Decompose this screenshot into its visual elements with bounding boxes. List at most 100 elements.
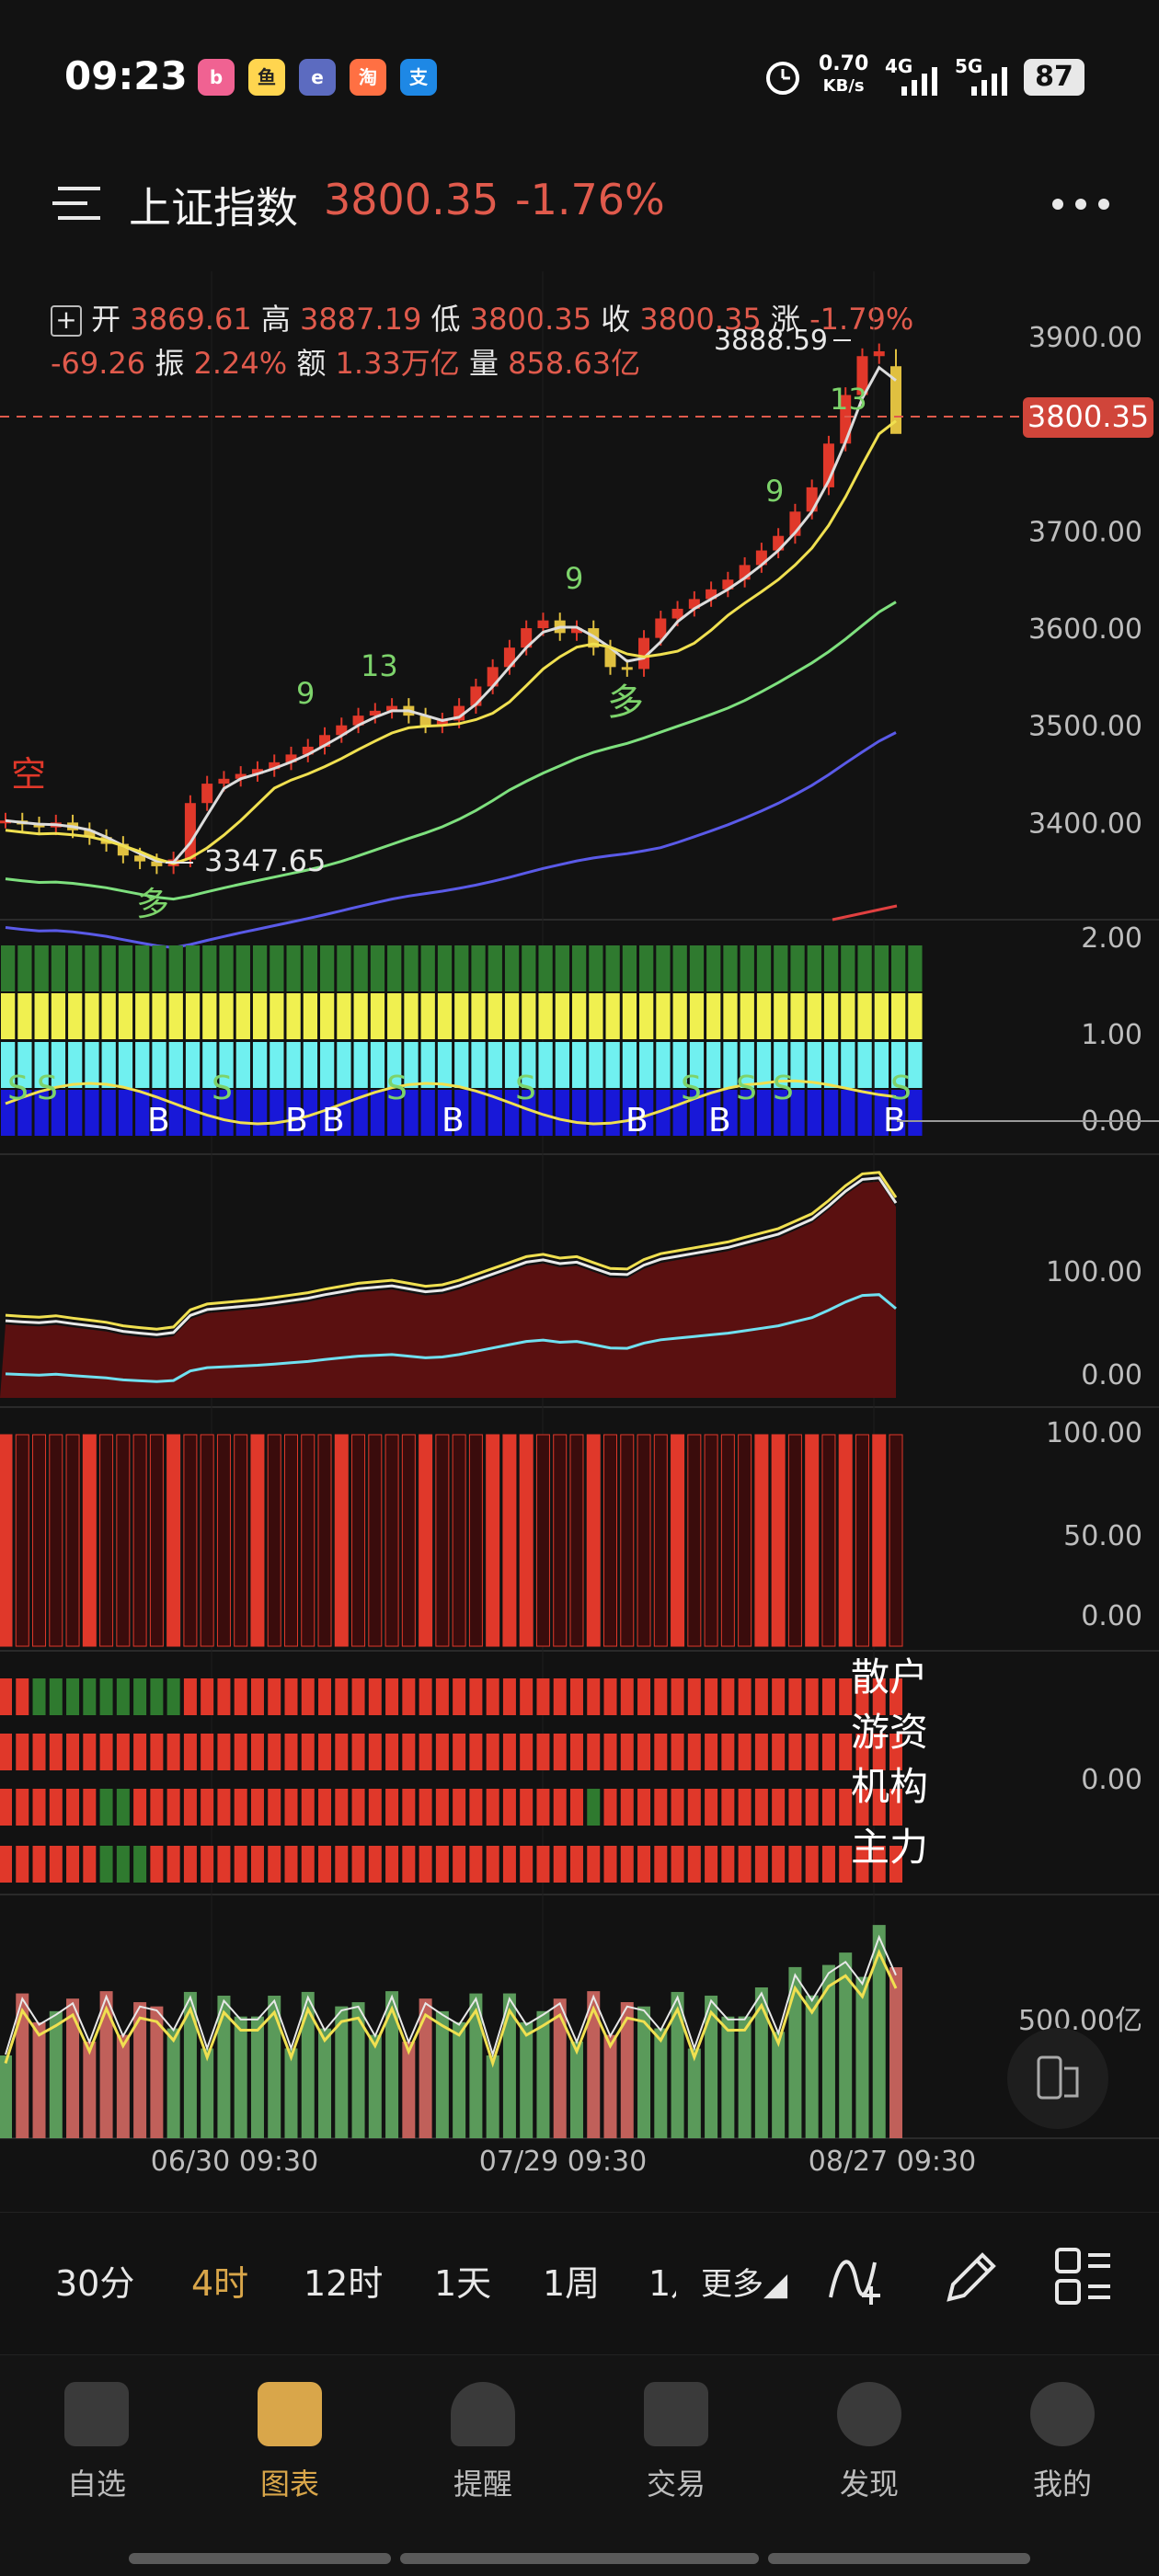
flow-cell [805, 1789, 819, 1826]
ind3-bar [872, 1434, 887, 1647]
osc-band [639, 945, 654, 991]
draw-pencil-icon[interactable] [940, 2244, 1004, 2308]
flow-cell [569, 1846, 583, 1883]
osc-band [337, 1042, 351, 1088]
flow-cell [402, 1734, 416, 1770]
candle [0, 820, 11, 824]
amount-value: 1.33万亿 [335, 346, 460, 381]
osc-band [420, 1042, 435, 1088]
ohlc-info-row2: -69.26 振 2.24% 额 1.33万亿 量 858.63亿 [51, 340, 878, 383]
osc-band [118, 1042, 133, 1088]
osc-band [404, 1090, 419, 1136]
flow-cell [738, 1789, 752, 1826]
tf-1d[interactable]: 1天 [434, 2263, 492, 2304]
osc-band [270, 993, 284, 1039]
volume-panel: 500.00亿 [0, 1925, 1142, 2138]
flow-cell [654, 1789, 668, 1826]
flow-label: 游资 [851, 1710, 928, 1755]
osc-band [85, 1042, 99, 1088]
nav-watchlist[interactable]: 自选 [32, 2382, 161, 2503]
volume-bar [183, 1991, 197, 2138]
flow-cell [318, 1789, 332, 1826]
ind3-tick: 0.00 [1081, 1600, 1142, 1632]
osc-band [252, 1090, 268, 1136]
nav-profile[interactable]: 我的 [998, 2382, 1127, 2503]
menu-icon[interactable] [51, 181, 106, 227]
nav-chart[interactable]: 图表 [225, 2382, 354, 2503]
fullscreen-button[interactable] [1007, 2028, 1108, 2129]
expand-icon[interactable]: + [51, 305, 82, 337]
candle [269, 761, 281, 770]
candle [251, 769, 263, 774]
flow-cell [536, 1846, 550, 1883]
flow-cell [620, 1734, 634, 1770]
layout-grid-icon[interactable] [1053, 2246, 1114, 2307]
ind3-bar [603, 1434, 618, 1647]
osc-band [740, 1042, 754, 1088]
volume-bar [166, 2028, 180, 2138]
flow-cell [788, 1678, 802, 1715]
signal-5g-label: 5G [955, 55, 983, 77]
flow-cell [419, 1678, 432, 1715]
osc-band [874, 945, 889, 991]
osc-band [320, 1042, 335, 1088]
osc-mark: B [442, 1102, 465, 1139]
ind3-bar [132, 1434, 147, 1647]
osc-band [589, 1090, 603, 1136]
osc-band [454, 1090, 469, 1136]
ind2-cyan-line [5, 1293, 897, 1383]
nav-alerts[interactable]: 提醒 [419, 2382, 547, 2503]
ind3-tick: 100.00 [1046, 1417, 1142, 1449]
flow-cell [469, 1846, 483, 1883]
osc-band [807, 993, 821, 1039]
osc-band [1, 1042, 16, 1088]
more-options-icon[interactable] [1049, 195, 1113, 213]
nav-trade[interactable]: 交易 [612, 2382, 740, 2503]
tf-12h[interactable]: 12时 [304, 2263, 384, 2304]
tf-1w[interactable]: 1周 [543, 2263, 601, 2304]
chart-canvas[interactable]: 3900.00 3700.00 3600.00 3500.00 3400.00 3800… [0, 271, 1159, 2193]
osc-band [823, 1042, 839, 1088]
flow-cell [318, 1846, 332, 1883]
flow-cell [620, 1789, 634, 1826]
flow-cell [318, 1678, 332, 1715]
ind2-tick: 100.00 [1046, 1256, 1142, 1288]
osc-band [857, 1090, 872, 1136]
tf-more[interactable]: 更多◢ [701, 2266, 788, 2303]
indicator-add-icon[interactable] [823, 2244, 888, 2308]
osc-band [874, 1042, 889, 1088]
flow-cell [821, 1789, 835, 1826]
flow-cell [620, 1846, 634, 1883]
nav-discover[interactable]: 发现 [805, 2382, 934, 2503]
gesture-bar [129, 2553, 391, 2564]
osc-band [841, 1090, 855, 1136]
tf-1m[interactable]: 1月 [648, 2263, 676, 2304]
osc-band [571, 1042, 587, 1088]
ind2-white-line [5, 1176, 898, 1336]
flow-cell [520, 1789, 534, 1826]
tf-30m[interactable]: 30分 [55, 2263, 135, 2304]
flow-cell [66, 1846, 80, 1883]
osc-band [51, 1042, 66, 1088]
osc-band [639, 993, 654, 1039]
flow-cell [83, 1734, 97, 1770]
candle [184, 803, 196, 860]
flow-cell [284, 1678, 298, 1715]
osc-band [168, 945, 183, 991]
volume-bar [49, 2010, 63, 2138]
tf-4h[interactable]: 4时 [191, 2263, 249, 2304]
flow-cell [637, 1846, 651, 1883]
osc-band [420, 993, 435, 1039]
osc-band [672, 993, 687, 1039]
ind2-yellow-line [5, 1171, 898, 1331]
osc-band [555, 1090, 569, 1136]
candle [655, 618, 667, 638]
flow-cell [66, 1678, 80, 1715]
osc-band [538, 945, 553, 991]
alarm-icon [766, 62, 799, 95]
osc-band [437, 1090, 453, 1136]
flow-cell [889, 1734, 902, 1770]
osc-band [17, 1090, 32, 1136]
trade-icon [644, 2382, 708, 2446]
volume-bar [637, 2006, 651, 2138]
